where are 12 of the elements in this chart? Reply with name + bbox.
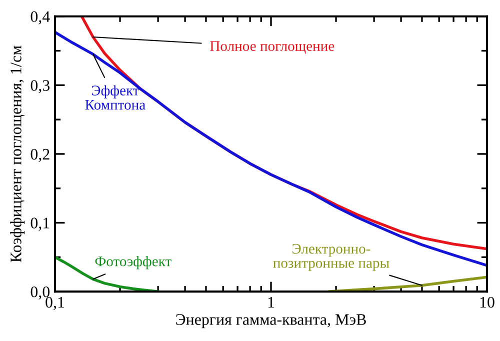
y-tick-label: 0,4 <box>30 11 50 24</box>
y-tick-label: 0,2 <box>30 148 50 162</box>
y-axis-title: Коэффициент поглощения, 1/см <box>10 46 25 262</box>
x-axis-title: Энергия гамма-кванта, МэВ <box>176 314 366 328</box>
x-tick-label: 1 <box>268 296 274 308</box>
text: Полное поглощение <box>210 41 334 54</box>
y-tick-label: 0,3 <box>30 80 50 94</box>
y-tick-label: 0,1 <box>30 218 50 231</box>
x-tick-label: 10 <box>480 296 494 308</box>
series-label: Фотоэффект <box>95 256 172 270</box>
series-label: Эффект Комптона <box>85 85 146 110</box>
series-label: Электронно-позитронные пары <box>273 244 390 271</box>
